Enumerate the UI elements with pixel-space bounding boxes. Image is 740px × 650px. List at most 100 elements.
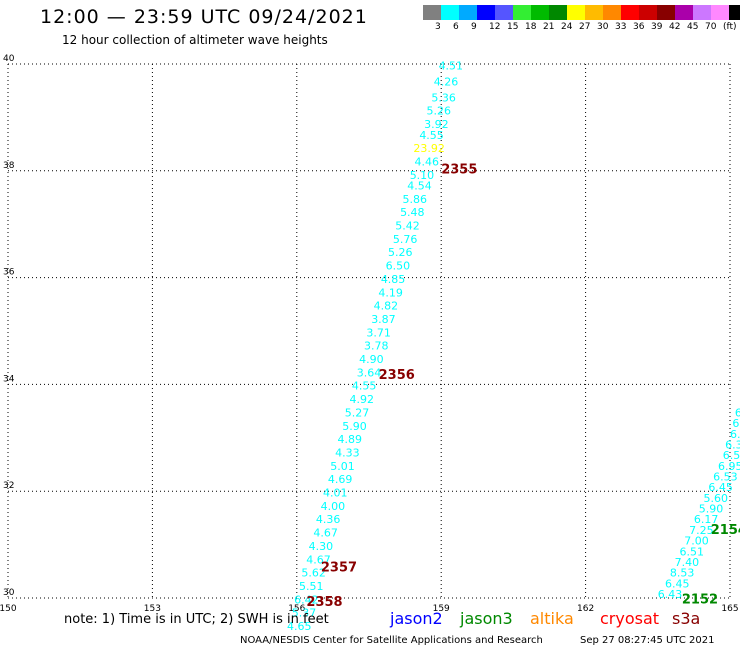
wave-height-point: 7.40 [675, 556, 700, 569]
colorbar-swatch [621, 5, 639, 20]
colorbar-swatch [495, 5, 513, 20]
wave-height-point: 4.00 [321, 500, 346, 513]
wave-height-point: 4.55 [419, 129, 444, 142]
wave-height-point: 6.7 [732, 417, 740, 430]
colorbar-swatch [693, 5, 711, 20]
x-tick-label: 153 [144, 604, 161, 614]
y-tick-label: 30 [3, 588, 15, 598]
y-tick-label: 36 [3, 268, 15, 278]
wave-height-point: 6.56 [723, 449, 740, 462]
legend-item-jason3: jason3 [460, 609, 513, 628]
colorbar-label: 27 [579, 22, 591, 32]
wave-height-point: 6.50 [386, 260, 411, 273]
wave-height-point: 4.51 [439, 59, 464, 72]
wave-height-point: 6.45 [665, 577, 690, 590]
footer-note: note: 1) Time is in UTC; 2) SWH is in fe… [64, 612, 329, 627]
wave-height-point: 3.64 [357, 366, 382, 379]
wave-height-point: 3.92 [424, 118, 449, 131]
wave-height-point: 5.10 [410, 169, 435, 182]
wave-height-point: 5.36 [431, 91, 456, 104]
colorbar-swatch [639, 5, 657, 20]
y-tick-label: 32 [3, 481, 14, 491]
wave-height-point: 4.30 [309, 540, 334, 553]
colorbar-label: 36 [633, 22, 645, 32]
time-label: 2355 [441, 162, 477, 177]
wave-height-point: 6.53 [713, 471, 738, 484]
time-label: 2356 [379, 368, 415, 383]
wave-height-point: 5.90 [699, 503, 724, 516]
wave-height-point: 6.7 [730, 428, 740, 441]
wave-height-point: 4.69 [328, 473, 353, 486]
x-tick-label: 162 [577, 604, 594, 614]
colorbar-label: 33 [615, 22, 627, 32]
wave-height-point: 6.95 [718, 460, 740, 473]
credit-text: NOAA/NESDIS Center for Satellite Applica… [240, 635, 543, 646]
colorbar-swatch [585, 5, 603, 20]
colorbar-swatch [729, 5, 740, 20]
wave-height-point: 4.19 [378, 286, 403, 299]
time-label: 2357 [321, 560, 357, 575]
wave-height-point: 5.60 [704, 492, 729, 505]
x-tick-label: 165 [721, 604, 738, 614]
chart-title: 12:00 — 23:59 UTC 09/24/2021 [40, 6, 368, 28]
wave-height-point: 5.42 [395, 220, 420, 233]
colorbar-swatch [603, 5, 621, 20]
colorbar-label: 30 [597, 22, 609, 32]
wave-height-point: 4.89 [337, 433, 362, 446]
wave-height-point: 23.92 [413, 142, 445, 155]
wave-height-point: 5.51 [299, 580, 324, 593]
y-tick-label: 38 [3, 161, 15, 171]
colorbar-swatch [567, 5, 585, 20]
wave-height-point: 7.00 [684, 535, 709, 548]
colorbar-swatch [441, 5, 459, 20]
time-label: 2358 [306, 595, 342, 610]
wave-height-point: 3.87 [371, 313, 396, 326]
colorbar-label: 12 [489, 22, 501, 32]
wave-height-point: 8.53 [670, 567, 695, 580]
colorbar-label: 45 [687, 22, 699, 32]
wave-height-point: 5.01 [330, 460, 355, 473]
wave-height-point: 6.17 [694, 513, 719, 526]
y-tick-label: 40 [3, 54, 15, 64]
colorbar [423, 5, 740, 20]
colorbar-swatch [477, 5, 495, 20]
timestamp-text: Sep 27 08:27:45 UTC 2021 [580, 635, 715, 646]
wave-height-point: 3.78 [364, 340, 389, 353]
wave-height-point: 6.42 [294, 593, 319, 606]
wave-height-point: 4.90 [359, 353, 384, 366]
wave-height-point: 5.86 [402, 193, 427, 206]
wave-height-point: 4.67 [313, 527, 338, 540]
colorbar-swatch [711, 5, 729, 20]
colorbar-swatch [531, 5, 549, 20]
wave-height-point: 4.82 [374, 300, 399, 313]
wave-height-point: 4.65 [287, 620, 312, 633]
time-label: 2154 [711, 523, 740, 538]
legend-item-cryosat: cryosat [600, 609, 660, 628]
wave-height-point: 4.92 [350, 393, 375, 406]
colorbar-label: 70 [705, 22, 717, 32]
x-tick-label: 159 [433, 604, 450, 614]
legend-item-s3a: s3a [672, 609, 701, 628]
x-tick-label: 156 [288, 604, 305, 614]
colorbar-labels: 3 6 9 12 15 18 21 24 27 30 33 36 39 42 45 70 (ft) [423, 22, 740, 34]
wave-height-point: 4.54 [407, 179, 432, 192]
wave-height-point: 5.37 [292, 607, 317, 620]
wave-height-point: 5.48 [400, 206, 425, 219]
wave-height-point: 5.90 [342, 420, 367, 433]
wave-height-point: 4.33 [335, 446, 360, 459]
wave-height-point: 4.46 [415, 155, 440, 168]
y-tick-label: 34 [3, 374, 15, 384]
wave-height-point: 3.71 [366, 326, 391, 339]
colorbar-label: (ft) [723, 22, 737, 32]
colorbar-swatch [423, 5, 441, 20]
wave-height-point: 5.76 [393, 233, 418, 246]
colorbar-swatch [549, 5, 567, 20]
colorbar-label: 15 [507, 22, 519, 32]
legend-item-altika: altika [530, 609, 574, 628]
wave-height-point: 6. [735, 406, 740, 419]
colorbar-swatch [459, 5, 477, 20]
colorbar-label: 24 [561, 22, 573, 32]
chart-subtitle: 12 hour collection of altimeter wave hei… [62, 33, 328, 47]
colorbar-swatch [657, 5, 675, 20]
wave-height-point: 6.32 [725, 438, 740, 451]
